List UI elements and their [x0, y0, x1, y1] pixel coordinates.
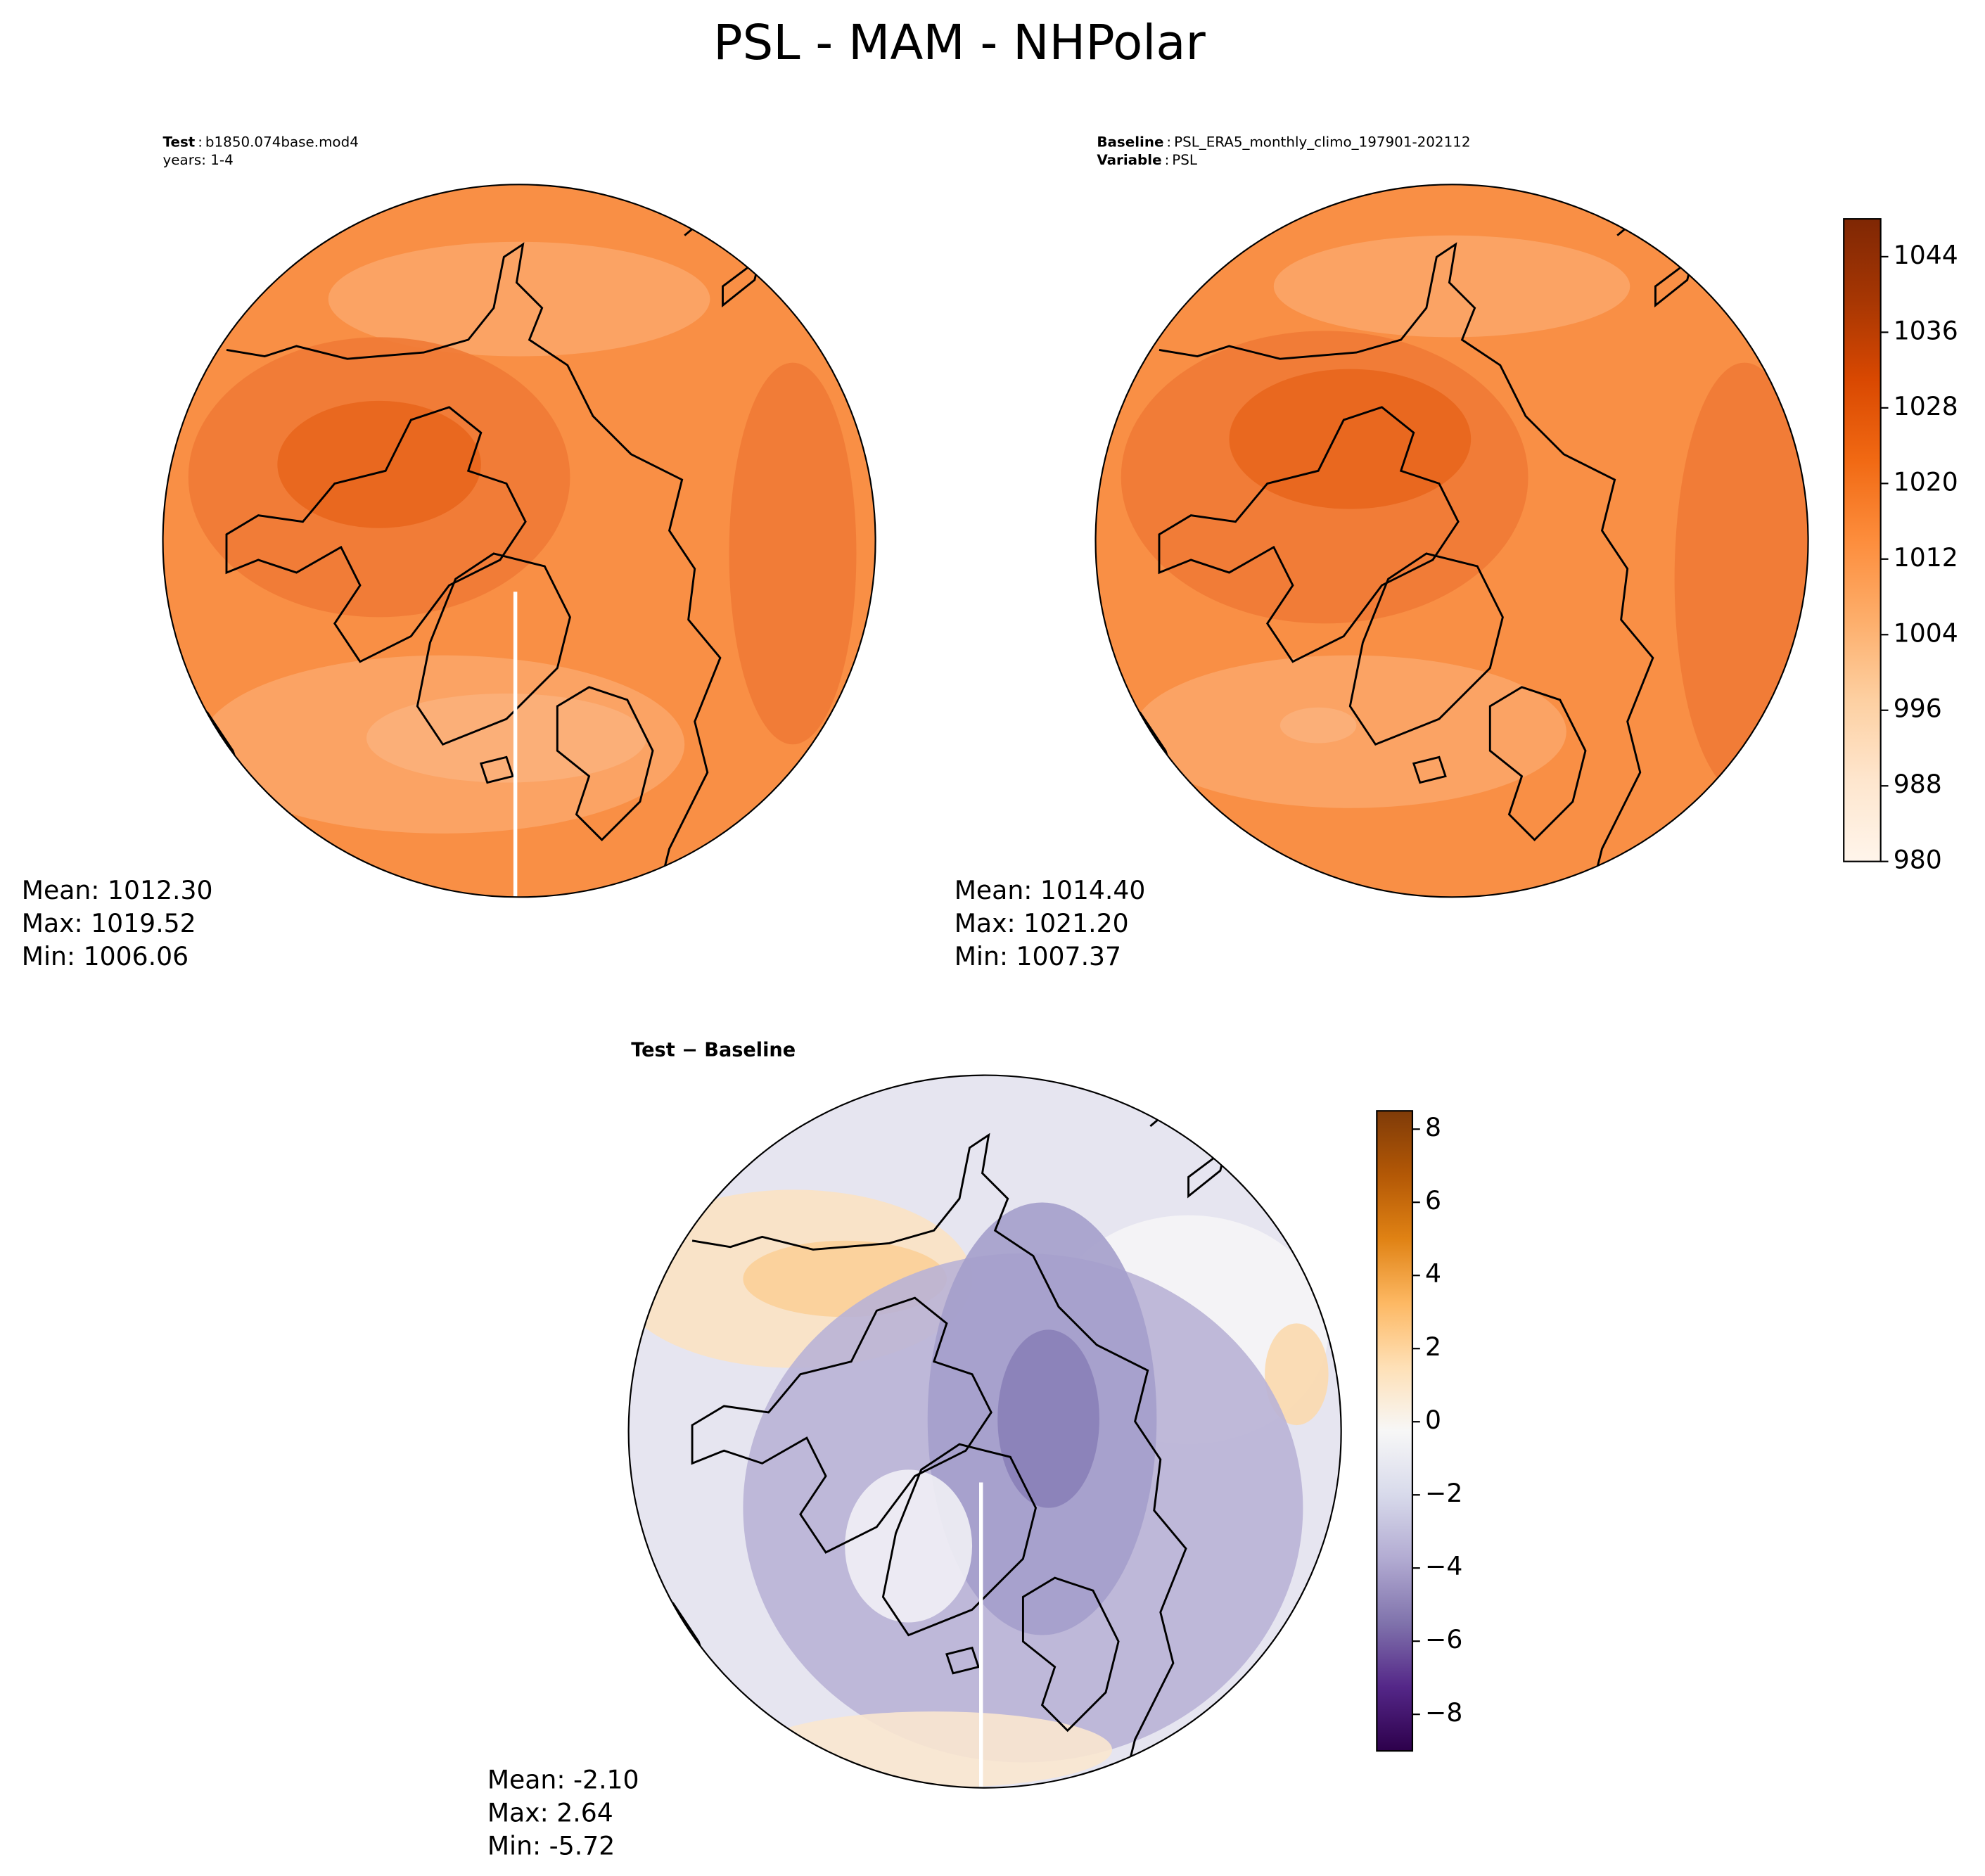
header-label: Variable: [1097, 151, 1161, 167]
colorbar-tick-label: 988: [1894, 769, 1942, 799]
contour-region: [729, 362, 857, 745]
contour-region: [1229, 369, 1472, 509]
contour-region: [277, 400, 481, 528]
colorbar-tick-label: 4: [1425, 1258, 1441, 1289]
colorbar-tick-label: 0: [1425, 1405, 1441, 1435]
contour-region: [997, 1329, 1099, 1508]
figure-title: PSL - MAM - NHPolar: [713, 15, 1206, 71]
panel-header: Variable : PSL: [1097, 151, 1197, 167]
header-sep: :: [1162, 151, 1173, 167]
header-value: years: 1-4: [163, 151, 234, 167]
colorbar-tick-label: 2: [1425, 1332, 1441, 1362]
colorbar-tick-label: 1004: [1894, 618, 1958, 648]
contour-region: [366, 693, 646, 783]
stat-line: Min: 1007.37: [955, 941, 1121, 971]
colorbar-tick-label: 1028: [1894, 391, 1958, 421]
map-polar-contour: [162, 184, 876, 898]
map-polar-contour: [628, 1075, 1341, 1788]
colorbar-tick-label: 1020: [1894, 466, 1958, 497]
colorbar-tick-label: 1012: [1894, 542, 1958, 573]
contour-region: [1265, 1323, 1329, 1426]
colorbar: [1376, 1110, 1414, 1752]
colorbar-tick-label: 1044: [1894, 240, 1958, 270]
colorbar: [1843, 218, 1882, 862]
header-value: b1850.074base.mod4: [205, 134, 359, 150]
contour-region: [845, 1469, 973, 1623]
contour-region: [328, 241, 710, 357]
header-sep: :: [1163, 134, 1174, 150]
header-sep: :: [195, 134, 205, 150]
colorbar-tick-label: −6: [1425, 1624, 1462, 1654]
header-label: Baseline: [1097, 134, 1163, 150]
panel-header: years: 1-4: [163, 151, 234, 167]
colorbar-tick-label: −4: [1425, 1551, 1462, 1581]
contour-region: [1674, 362, 1808, 796]
header-label: Test: [163, 134, 196, 150]
stat-line: Max: 1021.20: [955, 908, 1129, 938]
header-value: PSL_ERA5_monthly_climo_197901-202112: [1174, 134, 1470, 150]
stat-line: Min: 1006.06: [22, 941, 189, 971]
colorbar-tick-label: −8: [1425, 1697, 1462, 1728]
stat-line: Min: -5.72: [487, 1831, 615, 1861]
panel-title: Test − Baseline: [631, 1040, 796, 1061]
map-polar-contour: [1095, 184, 1808, 898]
map-border: [627, 1074, 1342, 1789]
panel-header: Baseline : PSL_ERA5_monthly_climo_197901…: [1097, 134, 1470, 150]
stat-line: Max: 1019.52: [22, 908, 196, 938]
colorbar-tick-label: 996: [1894, 694, 1942, 724]
contour-region: [1279, 707, 1357, 744]
map-border: [1094, 184, 1809, 898]
stat-line: Mean: 1014.40: [955, 875, 1146, 905]
stat-line: Mean: -2.10: [487, 1765, 639, 1795]
colorbar-tick-label: 1036: [1894, 315, 1958, 345]
panel-header: Test : b1850.074base.mod4: [163, 134, 359, 150]
colorbar-tick-label: 8: [1425, 1112, 1441, 1142]
stat-line: Mean: 1012.30: [22, 875, 213, 905]
colorbar-tick-label: −2: [1425, 1478, 1462, 1508]
header-value: PSL: [1172, 151, 1197, 167]
map-border: [162, 184, 876, 898]
stat-line: Max: 2.64: [487, 1798, 613, 1828]
colorbar-tick-label: 980: [1894, 845, 1942, 875]
colorbar-tick-label: 6: [1425, 1185, 1441, 1215]
